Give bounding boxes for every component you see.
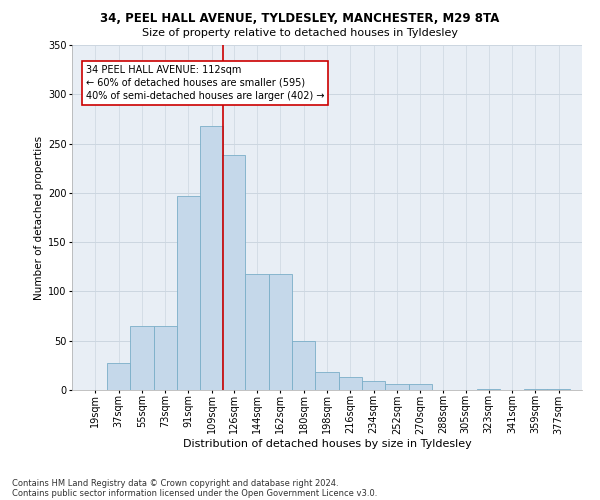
Text: 34 PEEL HALL AVENUE: 112sqm
← 60% of detached houses are smaller (595)
40% of se: 34 PEEL HALL AVENUE: 112sqm ← 60% of det… (86, 64, 325, 101)
Bar (269, 274, 292, 390)
Bar (130, 326, 154, 390)
Bar (316, 372, 338, 390)
X-axis label: Distribution of detached houses by size in Tyldesley: Distribution of detached houses by size … (182, 439, 472, 449)
Bar (362, 381, 385, 390)
Text: Size of property relative to detached houses in Tyldesley: Size of property relative to detached ho… (142, 28, 458, 38)
Text: Contains public sector information licensed under the Open Government Licence v3: Contains public sector information licen… (12, 488, 377, 498)
Bar (409, 384, 432, 390)
Bar (200, 126, 223, 390)
Bar (222, 156, 245, 390)
Bar (524, 389, 547, 390)
Bar (385, 384, 409, 390)
Text: 34, PEEL HALL AVENUE, TYLDESLEY, MANCHESTER, M29 8TA: 34, PEEL HALL AVENUE, TYLDESLEY, MANCHES… (100, 12, 500, 26)
Bar (107, 364, 130, 390)
Bar (292, 340, 316, 390)
Bar (177, 196, 200, 390)
Y-axis label: Number of detached properties: Number of detached properties (34, 136, 44, 300)
Text: Contains HM Land Registry data © Crown copyright and database right 2024.: Contains HM Land Registry data © Crown c… (12, 478, 338, 488)
Bar (154, 326, 177, 390)
Bar (547, 389, 571, 390)
Bar (245, 274, 269, 390)
Bar (477, 389, 500, 390)
Bar (338, 377, 362, 390)
